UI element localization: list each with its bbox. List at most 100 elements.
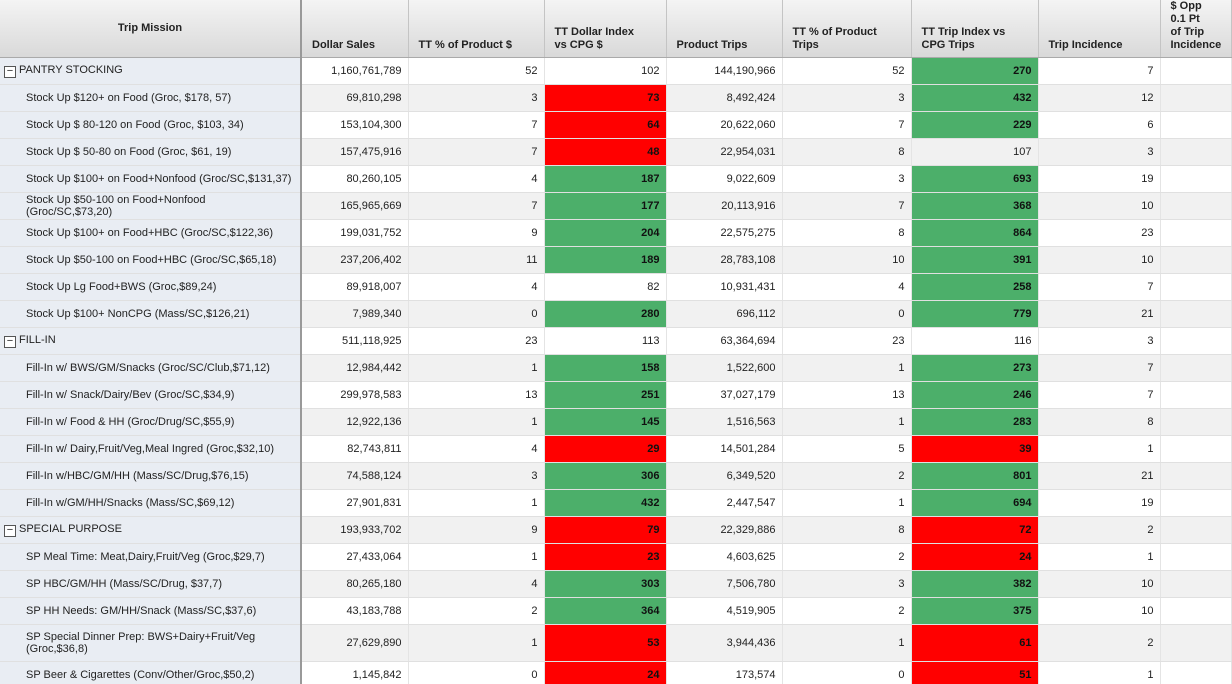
- cell: 80,265,180: [301, 570, 409, 598]
- cell: 3: [782, 84, 912, 112]
- cell: 299,978,583: [301, 381, 409, 409]
- collapse-toggle[interactable]: −: [4, 525, 16, 537]
- cell: 280: [544, 300, 667, 328]
- cell: 20,622,060: [666, 111, 783, 139]
- cell: 1: [408, 354, 545, 382]
- column-header[interactable]: Product Trips: [666, 0, 783, 58]
- cell: 1: [408, 408, 545, 436]
- cell: 8: [782, 138, 912, 166]
- cell: 102: [544, 57, 667, 85]
- cell: 82,743,811: [301, 435, 409, 463]
- column-header[interactable]: Trip Mission: [0, 0, 302, 58]
- cell: 8: [782, 219, 912, 247]
- row-label-text: Stock Up $120+ on Food (Groc, $178, 57): [26, 92, 232, 104]
- cell: 173,574: [666, 661, 783, 684]
- row-label: − SPECIAL PURPOSE: [0, 516, 302, 544]
- cell: 382: [911, 570, 1039, 598]
- cell: 204: [544, 219, 667, 247]
- row-label: Fill-In w/GM/HH/Snacks (Mass/SC,$69,12): [0, 489, 302, 517]
- cell: 7: [782, 111, 912, 139]
- column-header[interactable]: TT % of Product Trips: [782, 0, 912, 58]
- cell: 12: [1038, 84, 1161, 112]
- data-row: Stock Up $50-100 on Food+HBC (Groc/SC,$6…: [0, 246, 1232, 274]
- collapse-toggle[interactable]: −: [4, 336, 16, 348]
- cell: [1160, 57, 1232, 85]
- data-row: Fill-In w/HBC/GM/HH (Mass/SC/Drug,$76,15…: [0, 462, 1232, 490]
- cell: 694: [911, 489, 1039, 517]
- row-label: SP Meal Time: Meat,Dairy,Fruit/Veg (Groc…: [0, 543, 302, 571]
- cell: 187: [544, 165, 667, 193]
- cell: 113: [544, 327, 667, 355]
- cell: 13: [782, 381, 912, 409]
- row-label-text: SP Special Dinner Prep: BWS+Dairy+Fruit/…: [26, 631, 256, 655]
- cell: [1160, 246, 1232, 274]
- row-label: SP Beer & Cigarettes (Conv/Other/Groc,$5…: [0, 661, 302, 684]
- row-label-text: Stock Up $50-100 on Food+HBC (Groc/SC,$6…: [26, 254, 277, 266]
- data-row: Fill-In w/ BWS/GM/Snacks (Groc/SC/Club,$…: [0, 354, 1232, 382]
- cell: 9: [408, 219, 545, 247]
- row-label: Fill-In w/ Snack/Dairy/Bev (Groc/SC,$34,…: [0, 381, 302, 409]
- cell: 1,516,563: [666, 408, 783, 436]
- data-row: SP HBC/GM/HH (Mass/SC/Drug, $37,7) 80,265…: [0, 570, 1232, 598]
- cell: 64: [544, 111, 667, 139]
- row-label: Stock Up $50-100 on Food+HBC (Groc/SC,$6…: [0, 246, 302, 274]
- column-header[interactable]: TT % of Product $: [408, 0, 545, 58]
- row-label: Fill-In w/HBC/GM/HH (Mass/SC/Drug,$76,15…: [0, 462, 302, 490]
- column-header-label: TT % of Product $: [418, 39, 513, 51]
- cell: 7: [1038, 57, 1161, 85]
- cell: 23: [408, 327, 545, 355]
- cell: 3,944,436: [666, 624, 783, 662]
- column-header[interactable]: TT Dollar Index vs CPG $: [544, 0, 667, 58]
- row-label-text: FILL-IN: [19, 334, 56, 346]
- cell: 37,027,179: [666, 381, 783, 409]
- row-label: Fill-In w/ BWS/GM/Snacks (Groc/SC/Club,$…: [0, 354, 302, 382]
- data-row: Stock Up $100+ NonCPG (Mass/SC,$126,21) 7…: [0, 300, 1232, 328]
- row-label-text: Fill-In w/ Snack/Dairy/Bev (Groc/SC,$34,…: [26, 389, 235, 401]
- data-row: Stock Up $100+ on Food+Nonfood (Groc/SC,…: [0, 165, 1232, 193]
- data-row: Stock Up $ 80-120 on Food (Groc, $103, 3…: [0, 111, 1232, 139]
- cell: 51: [911, 661, 1039, 684]
- column-header-label: TT Trip Index vs CPG Trips: [921, 26, 1006, 51]
- cell: [1160, 84, 1232, 112]
- cell: 432: [911, 84, 1039, 112]
- row-label: Stock Up $50-100 on Food+Nonfood (Groc/S…: [0, 192, 302, 220]
- cell: [1160, 408, 1232, 436]
- cell: 74,588,124: [301, 462, 409, 490]
- cell: 3: [1038, 138, 1161, 166]
- cell: 6: [1038, 111, 1161, 139]
- cell: 73: [544, 84, 667, 112]
- cell: 303: [544, 570, 667, 598]
- column-header[interactable]: $ Opp 0.1 Pt of Trip Incidence: [1160, 0, 1232, 58]
- row-label-text: Stock Up $ 50-80 on Food (Groc, $61, 19): [26, 146, 232, 158]
- column-header[interactable]: Trip Incidence: [1038, 0, 1161, 58]
- row-label-text: Stock Up $100+ on Food+Nonfood (Groc/SC,…: [26, 173, 292, 185]
- cell: 3: [1038, 327, 1161, 355]
- cell: 27,629,890: [301, 624, 409, 662]
- cell: 0: [408, 661, 545, 684]
- cell: 511,118,925: [301, 327, 409, 355]
- cell: [1160, 597, 1232, 625]
- row-label: − PANTRY STOCKING: [0, 57, 302, 85]
- column-header[interactable]: TT Trip Index vs CPG Trips: [911, 0, 1039, 58]
- column-header-label: Trip Incidence: [1048, 39, 1123, 51]
- cell: 779: [911, 300, 1039, 328]
- row-label-text: Stock Up $100+ NonCPG (Mass/SC,$126,21): [26, 308, 250, 320]
- cell: 7: [1038, 381, 1161, 409]
- cell: 24: [544, 661, 667, 684]
- cell: 107: [911, 138, 1039, 166]
- row-label-text: Fill-In w/ Dairy,Fruit/Veg,Meal Ingred (…: [26, 443, 274, 455]
- column-header-label: Product Trips: [676, 39, 748, 51]
- cell: 23: [782, 327, 912, 355]
- cell: 14,501,284: [666, 435, 783, 463]
- collapse-toggle[interactable]: −: [4, 66, 16, 78]
- column-header-label: TT Dollar Index vs CPG $: [554, 26, 634, 51]
- cell: 4,519,905: [666, 597, 783, 625]
- cell: 165,965,669: [301, 192, 409, 220]
- cell: 391: [911, 246, 1039, 274]
- column-header[interactable]: Dollar Sales: [301, 0, 409, 58]
- column-header-label: Dollar Sales: [312, 39, 375, 51]
- cell: 199,031,752: [301, 219, 409, 247]
- cell: 8: [1038, 408, 1161, 436]
